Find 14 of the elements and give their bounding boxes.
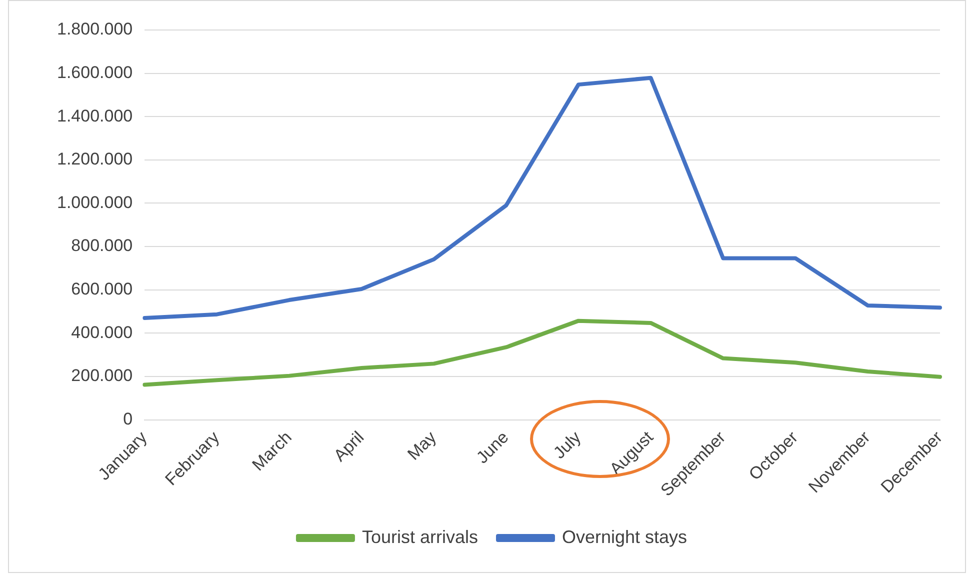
y-tick-label: 1.200.000 [56, 150, 133, 169]
y-tick-label: 800.000 [71, 236, 133, 256]
legend-label: Overnight stays [562, 526, 688, 547]
y-tick-label: 1.800.000 [56, 20, 133, 39]
legend-label: Tourist arrivals [362, 526, 478, 547]
y-tick-label: 1.400.000 [56, 106, 133, 126]
x-tick-label: July [550, 427, 585, 463]
y-tick-label: 200.000 [71, 366, 133, 386]
y-tick-label: 1.600.000 [56, 62, 133, 82]
y-tick-label: 1.000.000 [56, 192, 133, 212]
y-tick-label: 0 [123, 409, 133, 428]
x-tick-label: May [404, 427, 440, 464]
y-tick-label: 600.000 [71, 280, 133, 299]
y-tick-label: 400.000 [71, 322, 133, 342]
